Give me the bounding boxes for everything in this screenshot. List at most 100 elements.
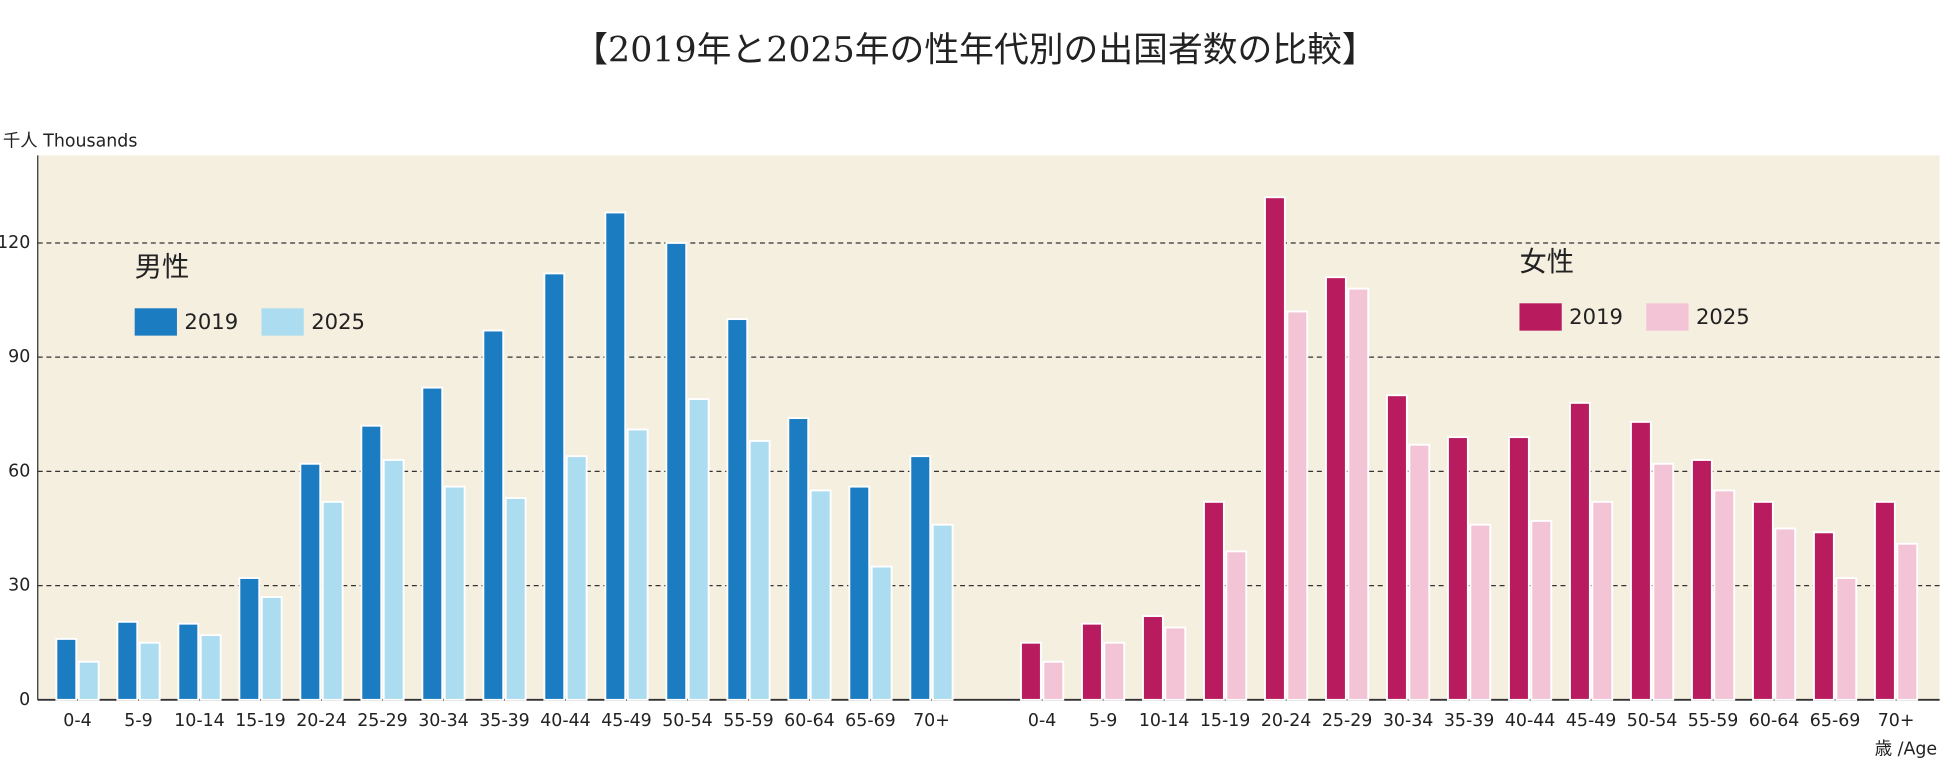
- bar: [1203, 500, 1225, 701]
- x-tick-label: 25-29: [357, 711, 408, 731]
- bar: [1447, 436, 1469, 701]
- bar: [809, 489, 832, 701]
- bar: [1630, 420, 1652, 701]
- bar: [565, 455, 588, 701]
- bar: [77, 660, 100, 701]
- bar: [55, 637, 78, 701]
- bar: [1652, 462, 1675, 701]
- bar: [360, 424, 383, 701]
- bar: [382, 459, 405, 701]
- x-tick-label: 0-4: [1028, 711, 1056, 731]
- bar: [443, 485, 466, 701]
- bar: [931, 523, 954, 701]
- x-tick-label: 35-39: [1444, 711, 1495, 731]
- bar: [1142, 615, 1164, 701]
- bar: [1752, 500, 1774, 701]
- bar: [1081, 622, 1103, 701]
- bar: [1508, 436, 1530, 701]
- x-tick-label: 70+: [913, 711, 950, 731]
- bar: [1569, 401, 1591, 701]
- bar: [421, 386, 444, 701]
- x-tick-label: 5-9: [124, 711, 152, 731]
- bar: [116, 620, 139, 701]
- bar: [748, 440, 771, 701]
- legend-label: 2025: [311, 309, 365, 334]
- bar: [665, 242, 688, 701]
- bar: [1020, 641, 1042, 701]
- legend-swatch: [1519, 303, 1562, 331]
- x-tick-label: 15-19: [235, 711, 286, 731]
- x-tick-label: 60-64: [784, 711, 835, 731]
- x-tick-label: 50-54: [662, 711, 713, 731]
- bar: [626, 428, 649, 701]
- bar: [1225, 550, 1248, 701]
- y-tick-label: 30: [8, 576, 30, 596]
- bar: [321, 500, 344, 701]
- bar: [1530, 519, 1553, 701]
- y-tick-label: 90: [8, 347, 30, 367]
- bar: [1042, 660, 1065, 701]
- x-tick-label: 40-44: [1505, 711, 1556, 731]
- bar: [138, 641, 161, 701]
- plot-area: [37, 155, 1940, 700]
- bar: [1469, 523, 1492, 701]
- x-tick-label: 15-19: [1200, 711, 1251, 731]
- bar: [1691, 459, 1713, 701]
- x-tick-label: 10-14: [1139, 711, 1190, 731]
- bar: [177, 622, 200, 701]
- chart-title: 【2019年と2025年の性年代別の出国者数の比較】: [573, 31, 1376, 71]
- x-tick-label: 50-54: [1627, 711, 1678, 731]
- bar: [1713, 489, 1736, 701]
- bar: [848, 485, 871, 701]
- x-axis-label: 歳 /Age: [1875, 740, 1937, 760]
- bar: [1103, 641, 1126, 701]
- legend-swatch: [1646, 303, 1689, 331]
- bar: [687, 398, 710, 701]
- bar: [260, 596, 283, 701]
- legend-label: 2019: [1569, 304, 1623, 329]
- x-tick-label: 45-49: [1566, 711, 1617, 731]
- x-tick-label: 30-34: [418, 711, 469, 731]
- y-tick-label: 60: [8, 461, 30, 481]
- y-tick-label: 120: [0, 233, 30, 253]
- x-tick-label: 55-59: [1688, 711, 1739, 731]
- y-axis-label: 千人 Thousands: [3, 132, 137, 152]
- bar: [199, 634, 222, 701]
- x-tick-label: 20-24: [1261, 711, 1312, 731]
- x-tick-label: 55-59: [723, 711, 774, 731]
- x-tick-label: 40-44: [540, 711, 591, 731]
- x-tick-label: 45-49: [601, 711, 652, 731]
- x-tick-label: 10-14: [174, 711, 225, 731]
- x-tick-label: 20-24: [296, 711, 347, 731]
- x-tick-label: 5-9: [1089, 711, 1117, 731]
- bar: [504, 497, 527, 701]
- bar: [1286, 310, 1309, 701]
- bar: [726, 318, 749, 701]
- legend-label: 2025: [1696, 304, 1750, 329]
- x-tick-label: 25-29: [1322, 711, 1373, 731]
- bar: [604, 211, 627, 701]
- x-tick-label: 65-69: [845, 711, 896, 731]
- bar: [543, 272, 566, 701]
- bar: [1386, 394, 1408, 701]
- bar: [1835, 577, 1858, 701]
- group-label: 女性: [1519, 247, 1574, 278]
- bar: [238, 577, 261, 701]
- bar: [299, 462, 322, 701]
- group-label: 男性: [135, 252, 190, 283]
- bar: [787, 417, 810, 701]
- bar: [909, 455, 932, 701]
- bar: [482, 329, 505, 701]
- x-tick-label: 35-39: [479, 711, 530, 731]
- x-tick-label: 65-69: [1810, 711, 1861, 731]
- bar: [1164, 626, 1187, 701]
- legend-swatch: [134, 308, 177, 336]
- x-tick-label: 60-64: [1749, 711, 1800, 731]
- bar: [1774, 527, 1797, 701]
- x-tick-label: 30-34: [1383, 711, 1434, 731]
- y-tick-label: 0: [19, 690, 30, 710]
- bar: [1408, 443, 1431, 701]
- legend-label: 2019: [184, 309, 238, 334]
- x-tick-label: 70+: [1878, 711, 1915, 731]
